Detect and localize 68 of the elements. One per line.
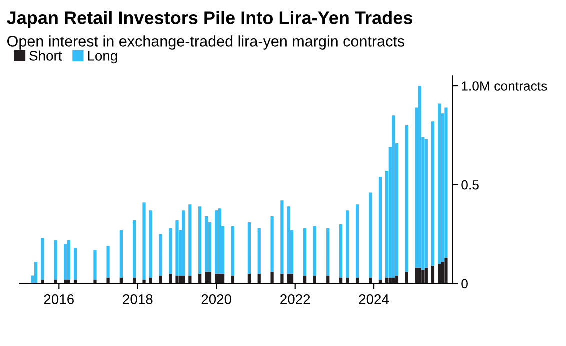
- bar: [205, 216, 208, 272]
- bar: [159, 276, 162, 284]
- x-tick-label: 2022: [280, 294, 310, 304]
- bar: [378, 176, 382, 280]
- bar: [424, 139, 428, 268]
- bar: [34, 262, 38, 284]
- bar: [280, 200, 284, 274]
- bar: [169, 228, 172, 274]
- bar: [215, 210, 218, 274]
- bar: [41, 238, 44, 280]
- bar: [54, 240, 58, 280]
- bar: [198, 206, 202, 274]
- bar: [369, 192, 372, 278]
- bar: [287, 274, 290, 284]
- bar: [133, 220, 136, 278]
- bar: [258, 228, 261, 274]
- bar: [74, 248, 78, 280]
- chart-title: Japan Retail Investors Pile Into Lira-Yen Trades: [7, 11, 412, 28]
- bar: [313, 226, 316, 276]
- legend-label: Long: [88, 51, 118, 64]
- bar: [339, 224, 343, 278]
- bar: [270, 272, 274, 284]
- bar: [94, 250, 97, 280]
- bar: [438, 264, 442, 284]
- bar: [431, 122, 435, 266]
- bar: [176, 220, 179, 276]
- bar: [415, 268, 418, 284]
- x-tick-label: 2016: [44, 294, 74, 304]
- bar: [431, 266, 435, 284]
- bar: [176, 276, 179, 284]
- bar: [392, 116, 396, 278]
- bar: [441, 262, 444, 284]
- x-tick-label: 2018: [123, 294, 153, 304]
- bar: [248, 222, 252, 274]
- y-tick-label: 0.5: [462, 180, 479, 190]
- bar: [159, 234, 162, 276]
- bar: [422, 270, 425, 284]
- bar: [418, 86, 422, 268]
- bar: [142, 202, 146, 280]
- bar: [106, 278, 110, 284]
- bar: [303, 228, 307, 276]
- bar: [106, 246, 110, 278]
- bar: [326, 228, 330, 276]
- bar: [231, 226, 235, 276]
- bar: [188, 204, 192, 276]
- bar: [182, 210, 186, 276]
- bar: [64, 244, 68, 280]
- bar: [405, 126, 408, 272]
- bar: [149, 210, 152, 278]
- bar: [270, 216, 274, 272]
- bar: [444, 108, 448, 258]
- x-tick-label: 2020: [202, 294, 232, 304]
- y-tick-label: 0: [462, 279, 468, 289]
- legend-label: Short: [30, 50, 62, 61]
- bar: [424, 268, 428, 284]
- bar: [346, 210, 350, 278]
- bar: [280, 274, 284, 284]
- y-tick-label: 1.0M contracts: [462, 82, 548, 91]
- chart-subtitle: Open interest in exchange-traded lira-yen margin contracts: [8, 36, 405, 50]
- bar: [120, 230, 123, 278]
- bar: [287, 206, 290, 274]
- bar: [218, 208, 222, 274]
- bar: [67, 240, 71, 280]
- bar: [444, 258, 448, 284]
- x-tick-label: 2024: [359, 294, 390, 304]
- bar: [418, 268, 422, 284]
- bar: [438, 104, 442, 264]
- bar: [356, 204, 360, 278]
